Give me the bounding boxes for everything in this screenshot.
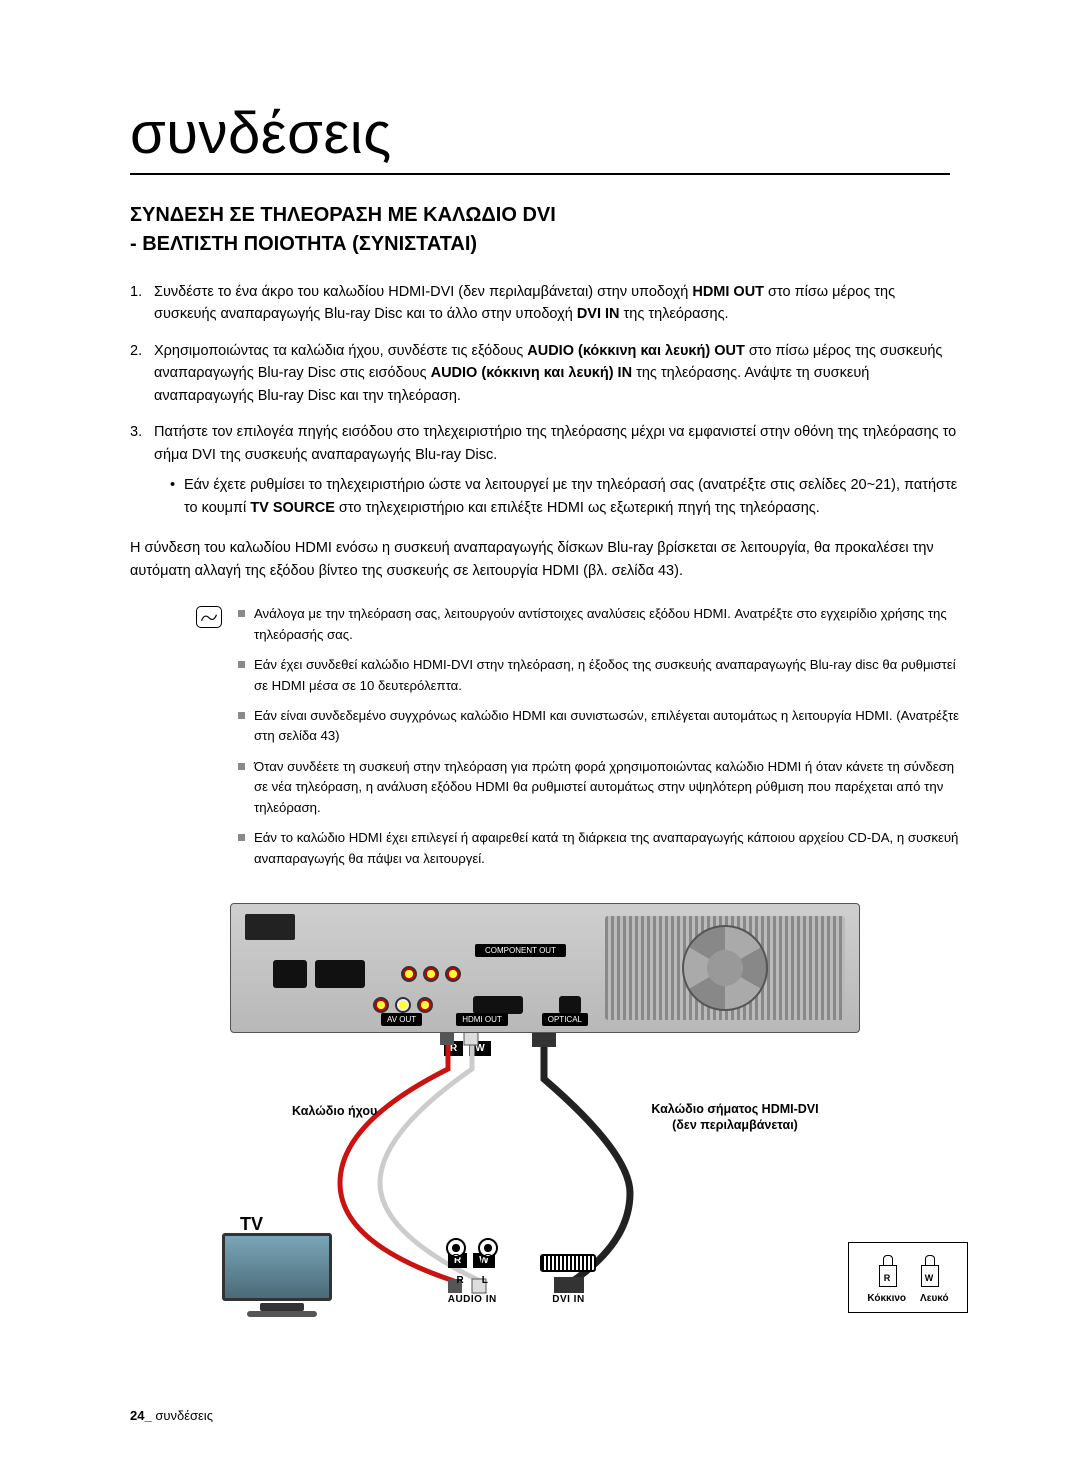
- jack-r-letter: R: [457, 1275, 464, 1286]
- vent-grille: [605, 916, 845, 1020]
- notes-list: Ανάλογα με την τηλεόραση σας, λειτουργού…: [238, 604, 960, 879]
- steps-list: 1. Συνδέστε το ένα άκρο του καλωδίου HDM…: [130, 281, 960, 519]
- plug-red: R: [879, 1255, 895, 1287]
- optical-label: OPTICAL: [542, 1013, 588, 1026]
- label-strip: AV OUT HDMI OUT OPTICAL: [381, 1013, 588, 1026]
- callout-audio: Καλώδιο ήχου: [292, 1103, 377, 1119]
- section-heading: ΣΥΝΔΕΣΗ ΣΕ ΤΗΛΕΟΡΑΣΗ ΜΕ ΚΑΛΩΔΙΟ DVI - ΒΕ…: [130, 201, 960, 259]
- note-icon: [196, 606, 222, 628]
- step-1-num: 1.: [130, 281, 142, 303]
- rca-2: [423, 966, 439, 982]
- av-rca-r: [373, 997, 389, 1013]
- note-4: Όταν συνδέετε τη συσκευή στην τηλεόραση …: [238, 757, 960, 818]
- jack-r: [446, 1238, 466, 1258]
- av-rca-w: [395, 997, 411, 1013]
- step-1-text: Συνδέστε το ένα άκρο του καλωδίου HDMI-D…: [154, 284, 895, 322]
- port-row-2: [373, 996, 581, 1014]
- footer-page: 24_: [130, 1408, 152, 1423]
- step-2-num: 2.: [130, 340, 142, 362]
- note-2: Εάν έχει συνδεθεί καλώδιο HDMI-DVI στην …: [238, 655, 960, 696]
- page-footer: 24_ συνδέσεις: [130, 1408, 213, 1423]
- jack-l-letter: L: [482, 1275, 488, 1286]
- component-rca: [401, 966, 461, 982]
- step-2: 2. Χρησιμοποιώντας τα καλώδια ήχου, συνδ…: [130, 340, 960, 407]
- note-5: Εάν το καλώδιο HDMI έχει επιλεγεί ή αφαι…: [238, 828, 960, 869]
- section-heading-line1: ΣΥΝΔΕΣΗ ΣΕ ΤΗΛΕΟΡΑΣΗ ΜΕ ΚΑΛΩΔΙΟ DVI: [130, 204, 556, 226]
- step-3: 3. Πατήστε τον επιλογέα πηγής εισόδου στ…: [130, 421, 960, 519]
- legend-white: Λευκό: [920, 1293, 949, 1304]
- connection-diagram: COMPONENT OUT AV OUT HDMI OUT: [210, 903, 880, 1323]
- usb-port: [273, 960, 307, 988]
- step-2-text: Χρησιμοποιώντας τα καλώδια ήχου, συνδέστ…: [154, 343, 942, 404]
- rca-3: [445, 966, 461, 982]
- notes-block: Ανάλογα με την τηλεόραση σας, λειτουργού…: [130, 604, 960, 879]
- step-3-sub: Εάν έχετε ρυθμίσει το τηλεχειριστήριο ώσ…: [154, 474, 960, 519]
- audio-in-col: R L AUDIO IN: [442, 1238, 502, 1305]
- bluray-back-panel: COMPONENT OUT AV OUT HDMI OUT: [230, 903, 860, 1033]
- dvi-port: [540, 1254, 596, 1272]
- component-out-label: COMPONENT OUT: [475, 944, 566, 957]
- step-3-text: Πατήστε τον επιλογέα πηγής εισόδου στο τ…: [154, 424, 956, 462]
- dvi-in-label: DVI IN: [540, 1294, 596, 1305]
- lan-port: [315, 960, 365, 988]
- audio-in-label: AUDIO IN: [442, 1294, 502, 1305]
- step-3-num: 3.: [130, 421, 142, 443]
- bottom-ports: R L AUDIO IN DVI IN: [442, 1238, 596, 1305]
- optical-port: [559, 996, 581, 1014]
- note-1: Ανάλογα με την τηλεόραση σας, λειτουργού…: [238, 604, 960, 645]
- callout-hdmi: Καλώδιο σήματος HDMI-DVI (δεν περιλαμβάν…: [630, 1101, 840, 1134]
- step-3-sub-item: Εάν έχετε ρυθμίσει το τηλεχειριστήριο ώσ…: [170, 474, 960, 519]
- note-3: Εάν είναι συνδεδεμένο συγχρόνως καλώδιο …: [238, 706, 960, 747]
- plug-white: W: [921, 1255, 937, 1287]
- rca-1: [401, 966, 417, 982]
- hdmi-out-label: HDMI OUT: [456, 1013, 508, 1026]
- hdmi-port: [473, 996, 523, 1014]
- av-rca-v: [417, 997, 433, 1013]
- page-title: συνδέσεις: [130, 100, 950, 175]
- av-rca: [373, 997, 433, 1013]
- jack-l: [478, 1238, 498, 1258]
- av-out-label: AV OUT: [381, 1013, 422, 1026]
- tv-label: TV: [240, 1214, 263, 1235]
- dvi-in-col: DVI IN: [540, 1254, 596, 1305]
- tv-icon: [222, 1233, 342, 1317]
- step-1: 1. Συνδέστε το ένα άκρο του καλωδίου HDM…: [130, 281, 960, 326]
- hdmi-auto-paragraph: Η σύνδεση του καλωδίου HDMI ενόσω η συσκ…: [130, 537, 960, 582]
- color-legend: R W Κόκκινο Λευκό: [848, 1242, 968, 1313]
- section-heading-line2: - ΒΕΛΤΙΣΤΗ ΠΟΙΟΤΗΤΑ (ΣΥΝΙΣΤΑΤΑΙ): [130, 233, 477, 255]
- fan-icon: [682, 925, 768, 1011]
- footer-text: συνδέσεις: [155, 1408, 213, 1423]
- legend-red: Κόκκινο: [867, 1293, 906, 1304]
- port-row: [273, 960, 461, 988]
